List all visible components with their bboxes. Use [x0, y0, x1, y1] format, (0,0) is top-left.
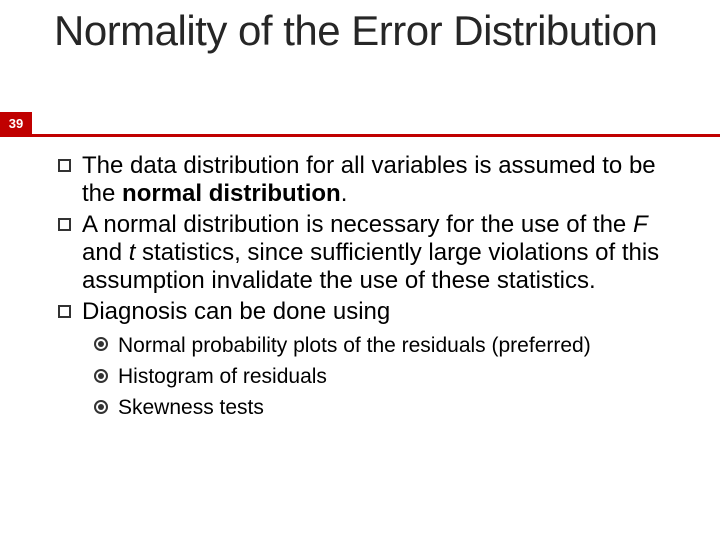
text-run: and: [82, 239, 129, 266]
page-number-badge: 39: [0, 112, 32, 134]
title-region: Normality of the Error Distribution: [0, 0, 720, 53]
bullet-list: The data distribution for all variables …: [54, 152, 692, 422]
bullet-item: Diagnosis can be done using Normal probab…: [82, 298, 692, 422]
text-run: .: [341, 180, 348, 207]
sub-bullet-item: Normal probability plots of the residual…: [118, 332, 692, 359]
body-region: The data distribution for all variables …: [54, 152, 692, 426]
slide: Normality of the Error Distribution 39 T…: [0, 0, 720, 540]
accent-rule: [0, 134, 720, 137]
bullet-item: The data distribution for all variables …: [82, 152, 692, 209]
page-number-text: 39: [9, 116, 23, 131]
slide-title: Normality of the Error Distribution: [54, 8, 720, 53]
text-run: A normal distribution is necessary for t…: [82, 211, 633, 238]
text-run: Diagnosis can be done using: [82, 298, 390, 325]
sub-bullet-list: Normal probability plots of the residual…: [82, 332, 692, 422]
bullet-item: A normal distribution is necessary for t…: [82, 211, 692, 296]
sub-bullet-item: Histogram of residuals: [118, 363, 692, 390]
text-run: F: [633, 211, 648, 238]
text-run: statistics, since sufficiently large vio…: [82, 239, 659, 294]
text-run: normal distribution: [122, 180, 341, 207]
sub-bullet-item: Skewness tests: [118, 394, 692, 421]
